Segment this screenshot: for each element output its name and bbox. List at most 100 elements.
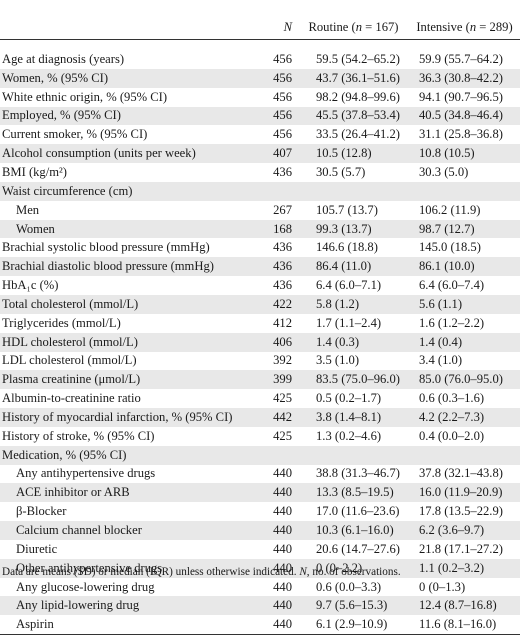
row-n-value: 440: [273, 466, 292, 481]
row-intensive-value: 37.8 (32.1–43.8): [419, 466, 503, 481]
row-n-value: 436: [273, 240, 292, 255]
row-n-value: 267: [273, 202, 292, 217]
table-row: Plasma creatinine (μmol/L) 399 83.5 (75.0–…: [0, 370, 520, 390]
row-n-value: 168: [255, 219, 298, 239]
row-label: Women: [0, 219, 255, 239]
row-routine-value: 99.3 (13.7): [298, 219, 409, 239]
table-row: Albumin-to-creatinine ratio 425 0.5 (0.2–1…: [0, 389, 520, 408]
row-label: Age at diagnosis (years): [2, 51, 125, 66]
row-routine-value: 10.3 (6.1–16.0): [298, 521, 409, 540]
table-row: Women 168 99.3 (13.7) 98.7 (12.7): [0, 219, 520, 239]
row-routine-value: 0.6 (0.0–3.3): [316, 579, 382, 594]
row-n-value: 456: [273, 127, 292, 142]
row-label: Plasma creatinine (μmol/L): [0, 370, 255, 390]
row-intensive-value: 6.2 (3.6–9.7): [409, 521, 520, 540]
table-body: Age at diagnosis (years) 456 59.5 (54.2–65…: [0, 40, 520, 635]
row-n-value: 425: [273, 391, 292, 406]
row-intensive-value: 86.1 (10.0): [409, 257, 520, 277]
table-row: Employed, % (95% CI) 456 45.5 (37.8–53.4) 4…: [0, 106, 520, 126]
row-routine-value: 6.4 (6.0–7.1): [316, 278, 382, 293]
row-n-value: 456: [255, 68, 298, 88]
row-intensive-value: 17.8 (13.5–22.9): [419, 504, 503, 519]
row-label: HDL cholesterol (mmol/L): [0, 332, 255, 352]
table-row: Total cholesterol (mmol/L) 422 5.8 (1.2) 5.…: [0, 294, 520, 314]
row-intensive-value: 6.4 (6.0–7.4): [419, 278, 485, 293]
row-intensive-value: 106.2 (11.9): [419, 202, 481, 217]
row-intensive-value: 94.1 (90.7–96.5): [419, 89, 503, 104]
row-routine-value: 1.3 (0.2–4.6): [316, 428, 382, 443]
row-label: Alcohol consumption (units per week): [0, 144, 255, 164]
row-intensive-value: [409, 181, 520, 201]
row-routine-value: 45.5 (37.8–53.4): [298, 106, 409, 126]
row-intensive-value: 145.0 (18.5): [419, 240, 481, 255]
row-intensive-value: 59.9 (55.7–64.2): [419, 51, 503, 66]
row-n-value: 392: [273, 353, 292, 368]
row-n-value: 436: [255, 257, 298, 277]
row-n-value: 440: [255, 521, 298, 540]
row-label: Any lipid-lowering drug: [0, 596, 255, 616]
row-label: White ethnic origin, % (95% CI): [2, 89, 168, 104]
row-n-value: 412: [273, 315, 292, 330]
row-label: Any glucose-lowering drug: [16, 579, 155, 594]
baseline-characteristics-table: N Routine (n = 167) Intensive (n = 289) …: [0, 15, 520, 635]
row-intensive-value: 98.7 (12.7): [409, 219, 520, 239]
row-routine-value: 43.7 (36.1–51.6): [298, 68, 409, 88]
row-intensive-value: 12.4 (8.7–16.8): [409, 596, 520, 616]
row-label: Employed, % (95% CI): [0, 106, 255, 126]
table-row: Current smoker, % (95% CI) 456 33.5 (26.4–…: [0, 125, 520, 144]
row-routine-value: 13.3 (8.5–19.5): [298, 483, 409, 503]
row-n-value: 440: [273, 504, 292, 519]
row-routine-value: 105.7 (13.7): [316, 202, 378, 217]
header-routine-n-value: = 167): [362, 19, 399, 34]
row-label: Aspirin: [0, 615, 255, 635]
header-routine-column: Routine (n = 167): [298, 15, 409, 40]
header-intensive-label: Intensive (: [416, 19, 470, 34]
table-row: Medication, % (95% CI): [0, 445, 520, 465]
row-routine-value: 86.4 (11.0): [298, 257, 409, 277]
row-intensive-value: 4.2 (2.2–7.3): [409, 408, 520, 427]
row-label: Waist circumference (cm): [0, 181, 255, 201]
row-n-value: 436: [273, 164, 292, 179]
row-intensive-value: 0.6 (0.3–1.6): [419, 391, 485, 406]
row-label: Total cholesterol (mmol/L): [0, 294, 255, 314]
row-label: BMI (kg/m²): [2, 164, 67, 179]
footnote-text: Data are means (SD) or median (IQR) unle…: [2, 566, 300, 578]
row-intensive-value: 0 (0–1.3): [419, 579, 466, 594]
row-n-value: 456: [273, 51, 292, 66]
row-routine-value: 5.8 (1.2): [298, 294, 409, 314]
row-routine-value: 98.2 (94.8–99.6): [316, 89, 400, 104]
row-routine-value: 38.8 (31.3–46.7): [316, 466, 400, 481]
document-page: N Routine (n = 167) Intensive (n = 289) …: [0, 15, 520, 635]
row-intensive-value: 11.6 (8.1–16.0): [409, 615, 520, 635]
row-n-value: 442: [255, 408, 298, 427]
row-intensive-value: 16.0 (11.9–20.9): [409, 483, 520, 503]
row-n-value: 406: [255, 332, 298, 352]
table-row: Diuretic 440 20.6 (14.7–27.6) 21.8 (17.1–27…: [0, 540, 520, 559]
row-intensive-value: 30.3 (5.0): [419, 164, 469, 179]
table-row: Age at diagnosis (years) 456 59.5 (54.2–65…: [0, 50, 520, 69]
row-routine-value: 17.0 (11.6–23.6): [316, 504, 400, 519]
row-label: Albumin-to-creatinine ratio: [2, 391, 141, 406]
row-routine-value: 1.4 (0.3): [298, 332, 409, 352]
row-label: Brachial diastolic blood pressure (mmHg): [0, 257, 255, 277]
row-label: Other antihypertensive drugs: [0, 558, 255, 578]
row-intensive-value: [409, 445, 520, 465]
row-routine-value: 3.5 (1.0): [316, 353, 360, 368]
table-row: Any antihypertensive drugs 440 38.8 (31.3–…: [0, 465, 520, 484]
table-row: β-Blocker 440 17.0 (11.6–23.6) 17.8 (13.5–2…: [0, 502, 520, 521]
table-row: Triglycerides (mmol/L) 412 1.7 (1.1–2.4) 1.…: [0, 314, 520, 333]
table-row: ACE inhibitor or ARB 440 13.3 (8.5–19.5) 16…: [0, 483, 520, 503]
row-routine-value: 30.5 (5.7): [316, 164, 366, 179]
row-intensive-value: 1.1 (0.2–3.2): [409, 558, 520, 578]
row-routine-value: [298, 181, 409, 201]
row-label: Triglycerides (mmol/L): [2, 315, 121, 330]
table-row: Aspirin 440 6.1 (2.9–10.9) 11.6 (8.1–16.0): [0, 615, 520, 635]
row-label: LDL cholesterol (mmol/L): [2, 353, 137, 368]
row-label: Current smoker, % (95% CI): [2, 127, 148, 142]
row-routine-value: 6.1 (2.9–10.9): [298, 615, 409, 635]
row-routine-value: 9.7 (5.6–15.3): [298, 596, 409, 616]
table-row: BMI (kg/m²) 436 30.5 (5.7) 30.3 (5.0): [0, 163, 520, 182]
footnote-n-symbol: N: [299, 566, 307, 578]
row-intensive-value: 85.0 (76.0–95.0): [409, 370, 520, 390]
row-label: Medication, % (95% CI): [0, 445, 255, 465]
